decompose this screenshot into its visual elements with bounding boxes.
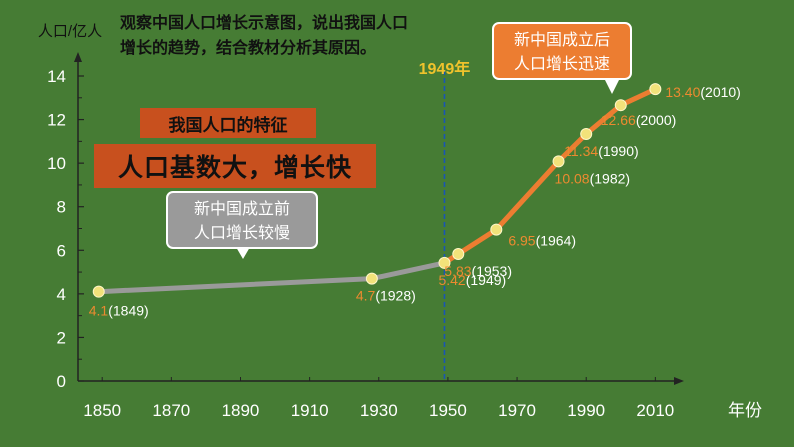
data-label-1990: 11.34(1990) (564, 143, 638, 159)
y-tick-label: 14 (47, 67, 66, 86)
data-label-year: (1982) (590, 170, 630, 186)
x-tick-label: 2010 (636, 401, 674, 420)
data-label-value: 10.08 (555, 170, 590, 186)
data-point-2000 (614, 99, 627, 112)
x-tick-label: 1870 (152, 401, 190, 420)
x-tick-label: 1850 (83, 401, 121, 420)
x-tick-label: 1890 (222, 401, 260, 420)
y-tick-label: 2 (57, 328, 66, 347)
y-axis-title: 人口/亿人 (38, 23, 102, 40)
callout-after-1949: 新中国成立后 人口增长迅速 (492, 22, 632, 80)
data-point-2010 (649, 83, 662, 96)
data-label-year: (2000) (636, 112, 676, 128)
feature-text: 人口基数大，增长快 (94, 144, 376, 188)
y-tick-label: 12 (47, 111, 66, 130)
data-label-value: 5.42 (438, 272, 465, 288)
data-point-1928 (365, 272, 378, 285)
x-tick-label: 1950 (429, 401, 467, 420)
data-label-year: (1953) (472, 263, 512, 279)
data-point-1849 (92, 285, 105, 298)
callout-before-line-1: 新中国成立前 (193, 199, 290, 218)
data-point-1990 (580, 127, 593, 140)
data-point-1982 (552, 155, 565, 168)
x-tick-label: 1970 (498, 401, 536, 420)
y-axis-arrow (74, 52, 82, 62)
data-label-value: 13.40 (665, 84, 700, 100)
data-label-year: (1849) (108, 303, 148, 319)
x-tick-label: 1930 (360, 401, 398, 420)
y-tick-label: 10 (47, 154, 66, 173)
x-tick-label: 1910 (291, 401, 329, 420)
data-label-year: (1949) (466, 272, 506, 288)
callout-after-line-2: 人口增长迅速 (513, 54, 610, 73)
data-label-1949: 5.42(1949) (438, 272, 506, 288)
marker-label-1949: 1949年 (419, 59, 471, 78)
data-label-2000: 12.66(2000) (601, 112, 677, 128)
data-label-1953: 5.83(1953) (444, 263, 512, 279)
x-axis-arrow (674, 377, 684, 385)
data-label-2010: 13.40(2010) (665, 84, 741, 100)
data-label-year: (2010) (700, 84, 740, 100)
data-label-value: 6.95 (508, 233, 535, 249)
data-label-value: 4.1 (89, 303, 109, 319)
data-label-year: (1928) (375, 288, 415, 304)
x-axis-title: 年份 (728, 401, 762, 420)
data-point-1949 (438, 256, 451, 269)
y-tick-label: 4 (57, 285, 66, 304)
data-label-year: (1964) (536, 233, 576, 249)
data-label-1964: 6.95(1964) (508, 233, 576, 249)
callout-before-line-2: 人口增长较慢 (193, 223, 290, 242)
data-label-1928: 4.7(1928) (356, 288, 416, 304)
data-label-value: 5.83 (444, 263, 471, 279)
callout-before-1949: 新中国成立前 人口增长较慢 (166, 191, 318, 249)
x-tick-label: 1990 (567, 401, 605, 420)
y-tick-label: 6 (57, 241, 66, 260)
question-text: 观察中国人口增长示意图，说出我国人口增长的趋势，结合教材分析其原因。 (120, 13, 409, 57)
feature-title: 我国人口的特征 (140, 108, 316, 138)
data-label-value: 11.34 (564, 143, 598, 159)
y-tick-label: 8 (57, 198, 66, 217)
data-label-year: (1990) (598, 143, 638, 159)
data-label-value: 12.66 (601, 112, 636, 128)
data-point-1953 (452, 247, 465, 260)
callout-after-pointer (604, 78, 620, 94)
data-label-1982: 10.08(1982) (555, 170, 631, 186)
data-label-value: 4.7 (356, 288, 376, 304)
data-label-1849: 4.1(1849) (89, 303, 149, 319)
callout-after-line-1: 新中国成立后 (513, 30, 610, 49)
data-point-1964 (490, 223, 503, 236)
callout-before-pointer (236, 247, 250, 259)
y-tick-label: 0 (57, 372, 66, 391)
